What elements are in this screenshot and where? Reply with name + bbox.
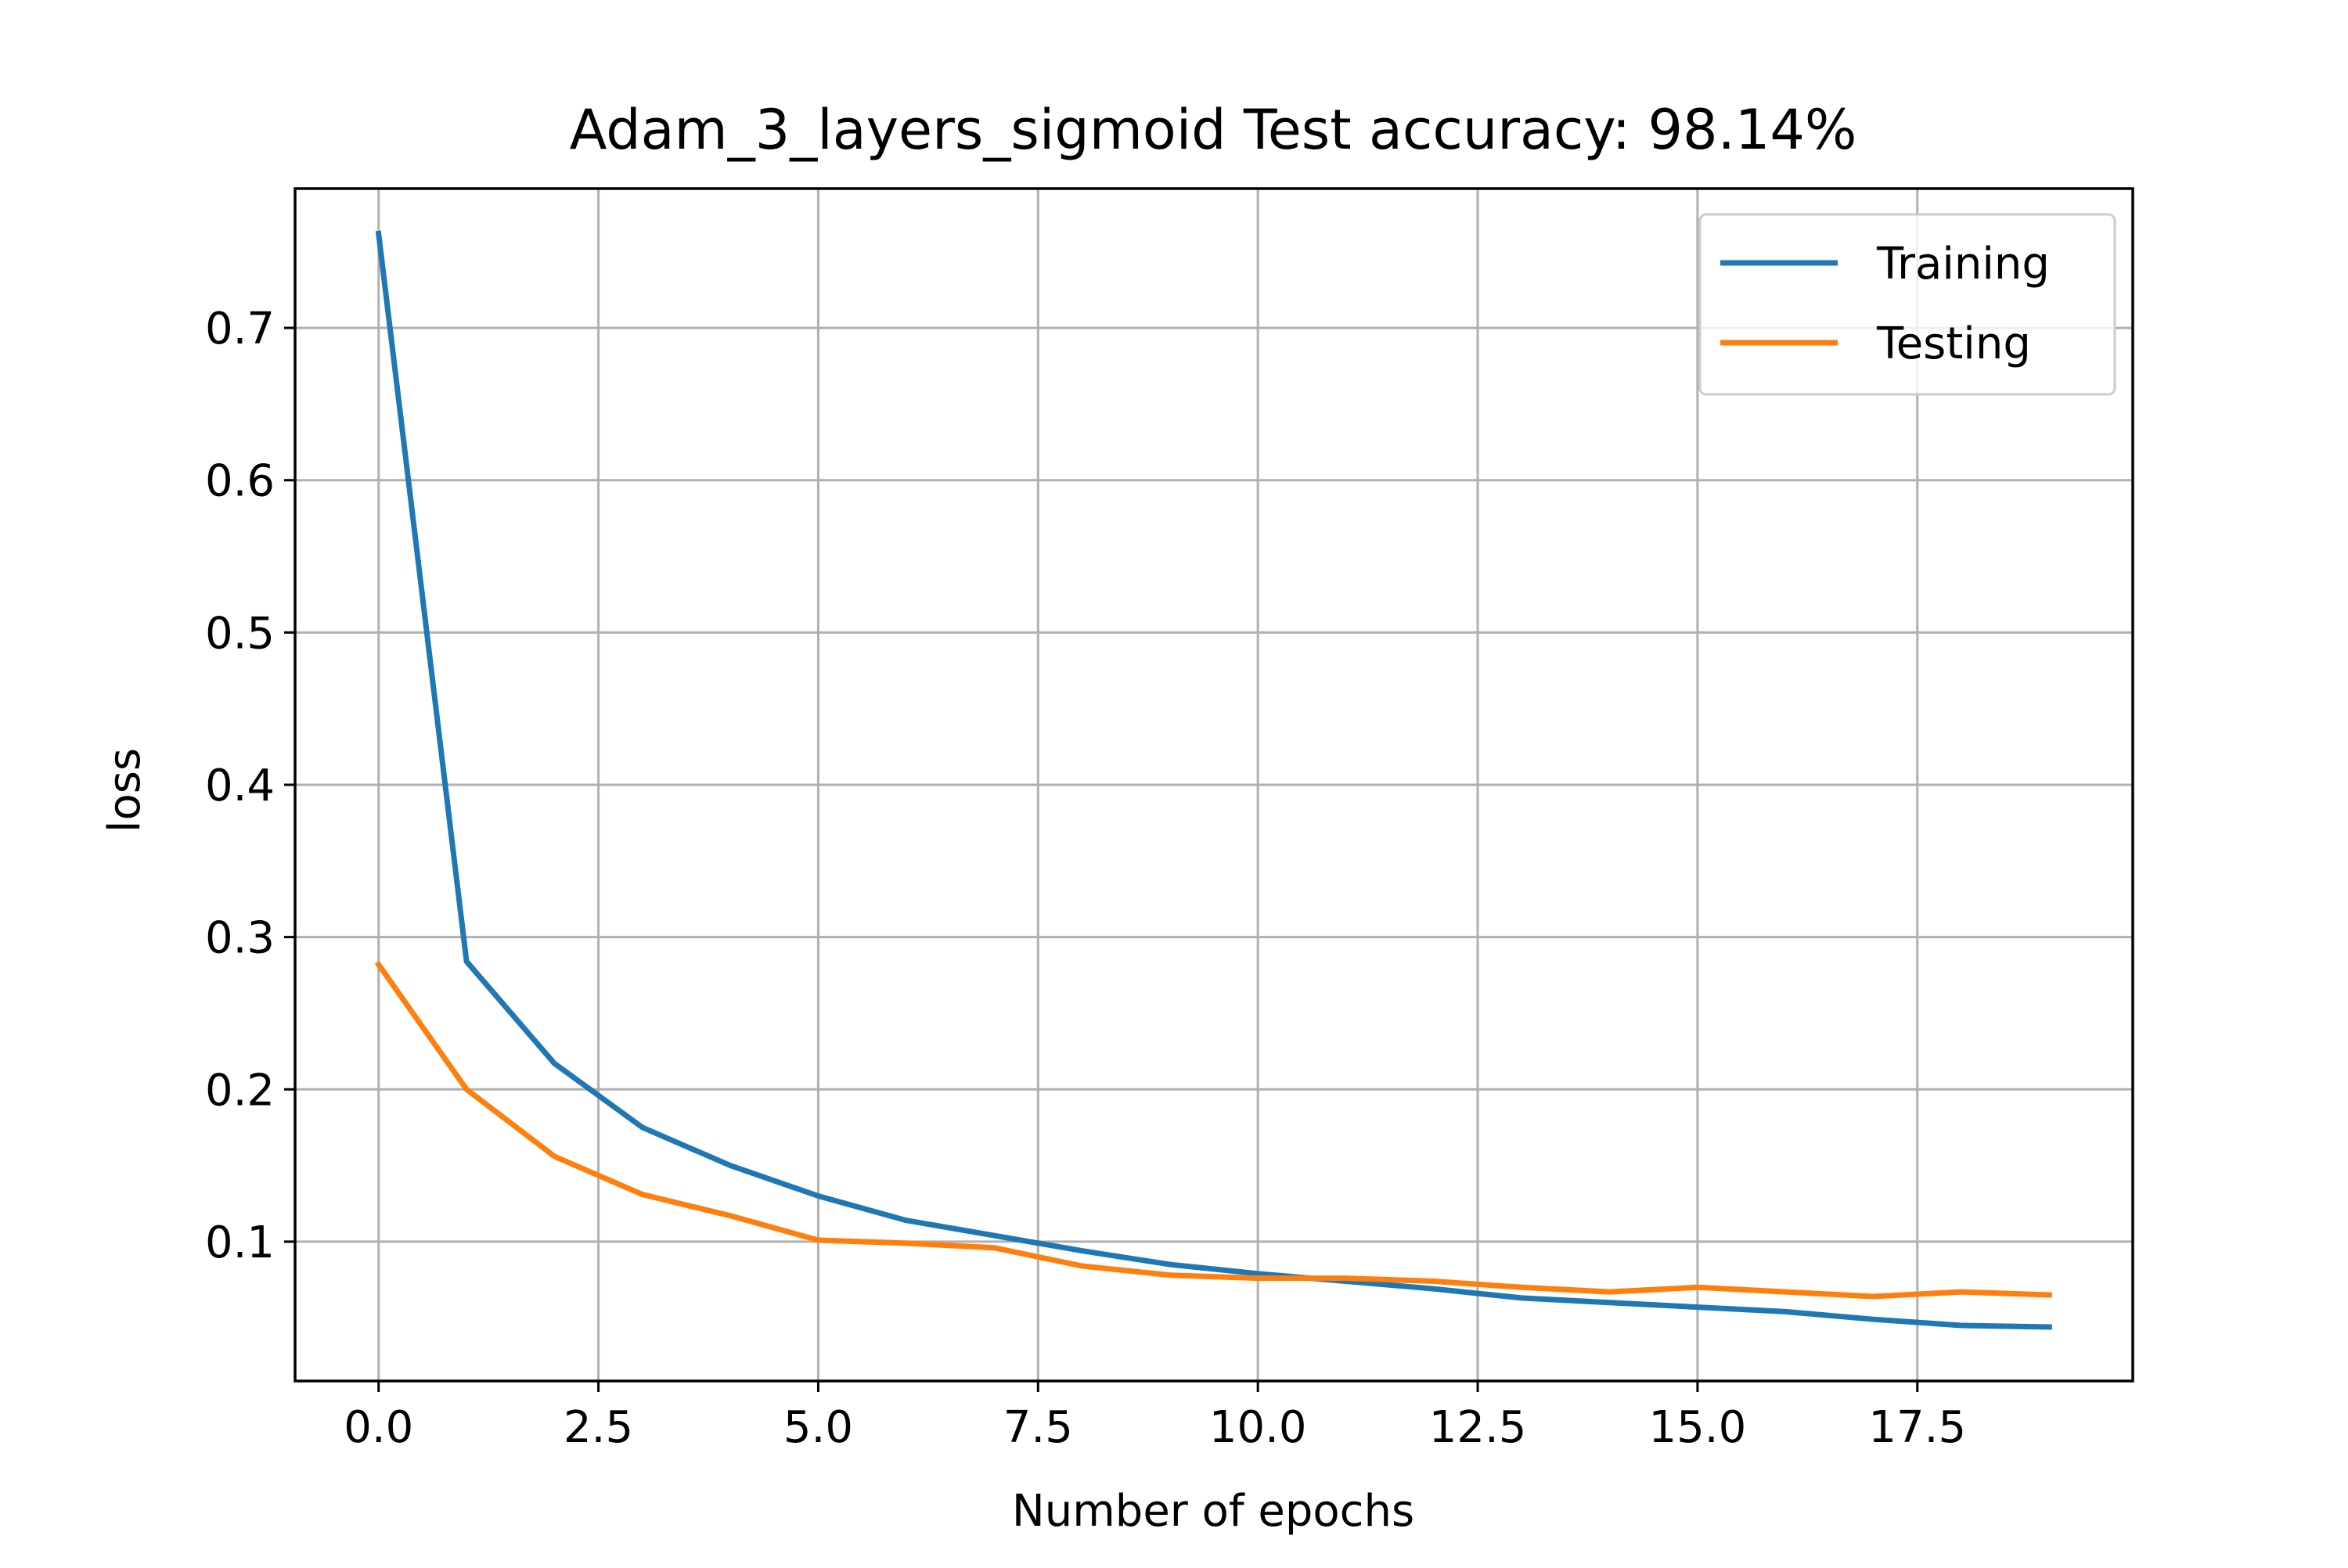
legend: Training Testing [1698,213,2116,396]
x-tick-label: 0.0 [344,1402,413,1453]
series-line-training [375,230,2052,1330]
legend-label-testing: Testing [1876,318,2031,369]
series-lines [374,230,2052,1330]
y-tick-label: 0.1 [205,1217,275,1268]
x-axis-label: Number of epochs [1012,1486,1414,1537]
x-tick-label: 2.5 [564,1402,633,1453]
y-tick-label: 0.3 [205,913,275,964]
y-tick-label: 0.7 [205,304,275,354]
y-tick-label: 0.6 [205,456,275,507]
y-axis-label: loss [99,748,150,833]
y-tick-label: 0.4 [205,761,275,811]
x-tick-label: 12.5 [1429,1402,1527,1453]
x-tick-label: 15.0 [1649,1402,1747,1453]
x-tick-label: 7.5 [1003,1402,1073,1453]
y-tick-label: 0.5 [205,608,275,659]
x-tick-label: 10.0 [1209,1402,1307,1453]
x-tick-label: 17.5 [1868,1402,1966,1453]
series-line-testing [374,960,2052,1300]
x-tick-label: 5.0 [783,1402,853,1453]
y-tick-label: 0.2 [205,1065,275,1116]
legend-label-training: Training [1876,239,2050,290]
chart-title: Adam_3_layers_sigmoid Test accuracy: 98.… [570,98,1857,162]
legend-box [1698,213,2116,396]
axis-ticks: 0.0 2.5 5.0 7.5 10.0 12.5 15.0 17.5 0.1 0.2 0.3 0.4… [205,304,1966,1453]
